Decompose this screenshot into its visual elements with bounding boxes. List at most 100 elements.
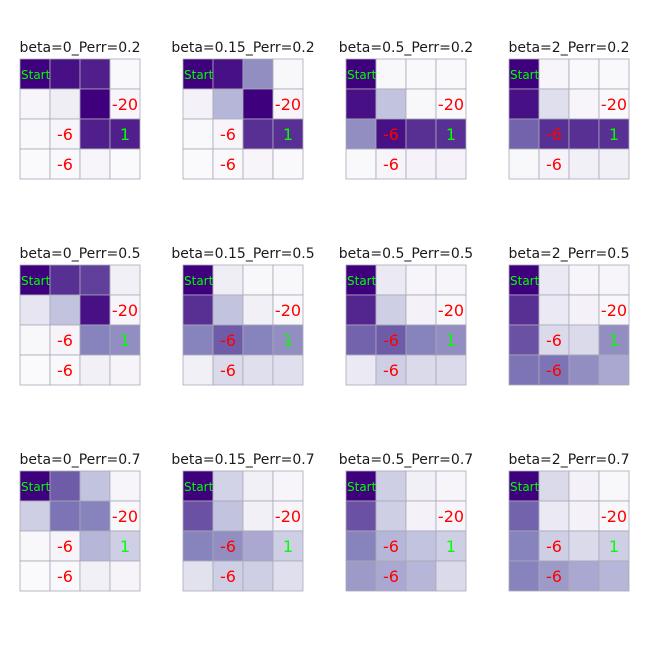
- reward-label: 1: [446, 537, 456, 556]
- heatmap-cell: [568, 294, 600, 326]
- panel-title: beta=2_Perr=0.2: [508, 40, 629, 56]
- heatmap-cell: [242, 470, 274, 502]
- start-label: Start: [510, 68, 540, 82]
- heatmap-cell: [109, 530, 141, 562]
- heatmap-cell: [109, 470, 141, 502]
- heatmap-cell: [598, 148, 630, 180]
- heatmap-cell: [435, 500, 467, 532]
- heatmap-cell: [568, 118, 600, 150]
- heatmap-cell: [405, 324, 437, 356]
- heatmap-cell: [109, 324, 141, 356]
- heatmap-cell: [272, 354, 304, 386]
- heatmap-cell: [345, 294, 377, 326]
- heatmap-cell: [79, 88, 111, 120]
- heatmap-panel: beta=0.5_Perr=0.7 Start -20 -6 1 -6: [339, 452, 473, 592]
- heatmap-cell: [598, 294, 630, 326]
- heatmap-cell: [598, 264, 630, 296]
- heatmap-cell: [345, 118, 377, 150]
- heatmap-cell: [405, 118, 437, 150]
- heatmap-cell: [598, 324, 630, 356]
- heatmap-cell: [405, 560, 437, 592]
- heatmap-cell: [405, 294, 437, 326]
- heatmap-cell: [182, 58, 214, 90]
- reward-label: -6: [383, 567, 399, 586]
- heatmap-cell: [242, 148, 274, 180]
- reward-label: 1: [609, 537, 619, 556]
- reward-label: -6: [546, 125, 562, 144]
- heatmap-panel: beta=0.5_Perr=0.5 Start -20 -6 1 -6: [339, 246, 473, 386]
- heatmap-cell: [375, 264, 407, 296]
- heatmap-cell: [345, 530, 377, 562]
- heatmap-cell: [109, 264, 141, 296]
- reward-label: -6: [546, 361, 562, 380]
- heatmap-cell: [242, 500, 274, 532]
- reward-label: 1: [446, 331, 456, 350]
- heatmap-cell: [568, 58, 600, 90]
- heatmap-cell: [49, 88, 81, 120]
- reward-label: -6: [383, 361, 399, 380]
- reward-label: 1: [609, 331, 619, 350]
- heatmap-cell: [19, 500, 51, 532]
- heatmap-cell: [405, 58, 437, 90]
- heatmap-cell: [182, 324, 214, 356]
- heatmap-cell: [109, 148, 141, 180]
- heatmap-cell: [272, 148, 304, 180]
- reward-label: -6: [220, 537, 236, 556]
- heatmap-cell: [79, 148, 111, 180]
- panel-title: beta=0.15_Perr=0.7: [171, 452, 314, 468]
- reward-label: 1: [609, 125, 619, 144]
- heatmap-cell: [508, 118, 540, 150]
- heatmap-cell: [49, 354, 81, 386]
- reward-label: -6: [546, 537, 562, 556]
- heatmap-cell: [568, 148, 600, 180]
- reward-label: -6: [57, 567, 73, 586]
- heatmap-cell: [182, 354, 214, 386]
- heatmap-cell: [345, 500, 377, 532]
- heatmap-cell: [435, 560, 467, 592]
- start-label: Start: [347, 68, 377, 82]
- heatmap-cell: [19, 530, 51, 562]
- heatmap-cell: [79, 530, 111, 562]
- heatmap-cell: [598, 560, 630, 592]
- heatmap-panel: beta=0.15_Perr=0.5 Start -20 -6 1 -6: [171, 246, 315, 386]
- heatmap-cell: [375, 354, 407, 386]
- heatmap-cell: [212, 148, 244, 180]
- heatmap-cell: [435, 354, 467, 386]
- heatmap-cell: [272, 294, 304, 326]
- heatmap-panel: beta=0_Perr=0.5 Start -20 -6 1 -6: [19, 246, 141, 386]
- heatmap-cell: [19, 264, 51, 296]
- panel-title: beta=0.15_Perr=0.5: [171, 246, 314, 262]
- heatmap-cell: [109, 88, 141, 120]
- heatmap-cell: [242, 88, 274, 120]
- reward-label: 1: [120, 331, 130, 350]
- heatmap-cell: [538, 58, 570, 90]
- heatmap-cell: [568, 530, 600, 562]
- reward-label: -6: [546, 331, 562, 350]
- heatmap-cell: [598, 58, 630, 90]
- heatmap-cell: [79, 294, 111, 326]
- start-label: Start: [510, 274, 540, 288]
- heatmap-cell: [109, 118, 141, 150]
- panel-title: beta=0.5_Perr=0.7: [339, 452, 473, 468]
- heatmap-cell: [345, 148, 377, 180]
- heatmap-cell: [538, 264, 570, 296]
- heatmap-cell: [182, 560, 214, 592]
- panel-title: beta=0_Perr=0.7: [19, 452, 140, 468]
- heatmap-cell: [598, 354, 630, 386]
- heatmap-cell: [435, 58, 467, 90]
- heatmap-cell: [375, 294, 407, 326]
- heatmap-cell: [508, 560, 540, 592]
- panel-title: beta=2_Perr=0.5: [508, 246, 629, 262]
- heatmap-cell: [435, 88, 467, 120]
- heatmap-cell: [538, 500, 570, 532]
- heatmap-cell: [49, 500, 81, 532]
- heatmap-cell: [79, 500, 111, 532]
- heatmap-cell: [375, 500, 407, 532]
- panel-title: beta=0.5_Perr=0.5: [339, 246, 473, 262]
- reward-label: -20: [438, 301, 464, 320]
- heatmap-cell: [182, 118, 214, 150]
- heatmap-cell: [109, 560, 141, 592]
- start-label: Start: [21, 274, 51, 288]
- reward-label: -20: [438, 507, 464, 526]
- heatmap-cell: [435, 148, 467, 180]
